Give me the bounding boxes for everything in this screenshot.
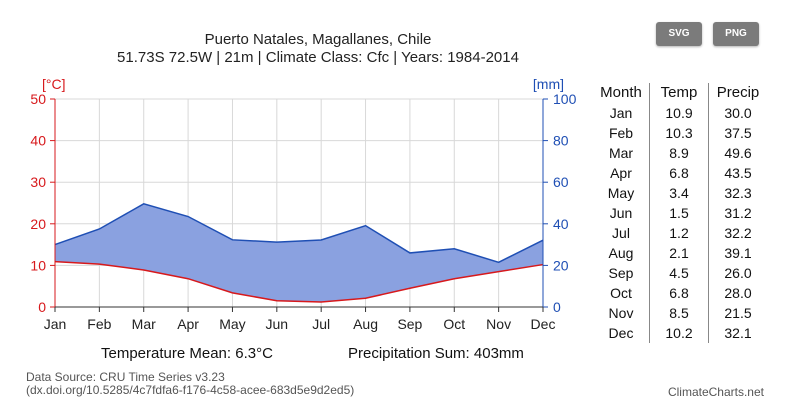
month-cell: Jul bbox=[593, 223, 650, 243]
month-cell: Feb bbox=[593, 123, 650, 143]
temperature-mean: Temperature Mean: 6.3°C bbox=[101, 345, 273, 362]
table-row: Dec 10.2 32.1 bbox=[593, 323, 767, 343]
month-cell: Jun bbox=[593, 203, 650, 223]
axes bbox=[50, 98, 548, 312]
right-axis-unit-label: [mm] bbox=[533, 76, 564, 92]
left-tick-label: 30 bbox=[30, 174, 46, 190]
precip-cell: 49.6 bbox=[724, 145, 752, 161]
export-png-button[interactable]: PNG bbox=[713, 22, 759, 46]
x-tick-label: Apr bbox=[177, 316, 199, 332]
climate-table: Month Temp Precip Jan 10.9 30.0 Feb 10.3 37.5… bbox=[593, 83, 767, 343]
x-tick-label: May bbox=[219, 316, 245, 332]
left-axis-unit-label: [°C] bbox=[42, 76, 66, 92]
temp-cell: 10.2 bbox=[649, 323, 709, 343]
table-row: Oct 6.8 28.0 bbox=[593, 283, 767, 303]
header-temp: Temp bbox=[649, 83, 709, 103]
chart-subtitle: 51.73S 72.5W | 21m | Climate Class: Cfc … bbox=[117, 49, 519, 66]
month-cell: Sep bbox=[593, 263, 650, 283]
precip-cell: 28.0 bbox=[724, 285, 752, 301]
temp-cell: 3.4 bbox=[649, 183, 709, 203]
left-tick-label: 0 bbox=[38, 299, 46, 315]
x-tick-label: Jun bbox=[266, 316, 289, 332]
x-tick-label: Oct bbox=[443, 316, 465, 332]
precip-cell: 31.2 bbox=[724, 205, 752, 221]
temp-cell: 1.5 bbox=[649, 203, 709, 223]
month-cell: Nov bbox=[593, 303, 650, 323]
table-row: Jun 1.5 31.2 bbox=[593, 203, 767, 223]
right-tick-label: 100 bbox=[553, 91, 577, 107]
table-row: Jul 1.2 32.2 bbox=[593, 223, 767, 243]
export-svg-button[interactable]: SVG bbox=[656, 22, 702, 46]
month-cell: Apr bbox=[593, 163, 650, 183]
data-source: Data Source: CRU Time Series v3.23 bbox=[26, 370, 225, 384]
temp-cell: 10.3 bbox=[649, 123, 709, 143]
precip-cell: 30.0 bbox=[724, 105, 752, 121]
precipitation-sum: Precipitation Sum: 403mm bbox=[348, 345, 524, 362]
precip-cell: 21.5 bbox=[724, 305, 752, 321]
precip-cell: 43.5 bbox=[724, 165, 752, 181]
header-month: Month bbox=[593, 83, 650, 103]
month-cell: Mar bbox=[593, 143, 650, 163]
temp-cell: 2.1 bbox=[649, 243, 709, 263]
precip-temp-fill-area bbox=[55, 203, 543, 303]
header-precip: Precip bbox=[716, 84, 760, 101]
precipitation-line bbox=[54, 203, 544, 264]
precip-cell: 32.2 bbox=[724, 225, 752, 241]
x-tick-label: Sep bbox=[397, 316, 422, 332]
right-tick-label: 0 bbox=[553, 299, 561, 315]
x-tick-label: Aug bbox=[353, 316, 378, 332]
table-row: Mar 8.9 49.6 bbox=[593, 143, 767, 163]
table-row: Sep 4.5 26.0 bbox=[593, 263, 767, 283]
x-tick-label: Feb bbox=[87, 316, 111, 332]
x-tick-label: Jan bbox=[44, 316, 67, 332]
x-tick-label: Dec bbox=[531, 316, 556, 332]
precip-cell: 32.1 bbox=[724, 325, 752, 341]
right-tick-label: 20 bbox=[553, 257, 569, 273]
x-tick-label: Nov bbox=[486, 316, 511, 332]
left-tick-label: 10 bbox=[30, 257, 46, 273]
temp-cell: 4.5 bbox=[649, 263, 709, 283]
month-cell: Oct bbox=[593, 283, 650, 303]
left-tick-label: 40 bbox=[30, 133, 46, 149]
table-row: May 3.4 32.3 bbox=[593, 183, 767, 203]
x-tick-label: Jul bbox=[312, 316, 330, 332]
right-tick-label: 60 bbox=[553, 174, 569, 190]
data-source-doi[interactable]: (dx.doi.org/10.5285/4c7fdfa6-f176-4c58-a… bbox=[26, 383, 355, 397]
temp-cell: 1.2 bbox=[649, 223, 709, 243]
table-row: Jan 10.9 30.0 bbox=[593, 103, 767, 123]
table-header-row: Month Temp Precip bbox=[593, 83, 767, 103]
left-tick-label: 20 bbox=[30, 216, 46, 232]
x-tick-label: Mar bbox=[132, 316, 156, 332]
table-row: Nov 8.5 21.5 bbox=[593, 303, 767, 323]
table-row: Aug 2.1 39.1 bbox=[593, 243, 767, 263]
temperature-line bbox=[54, 260, 544, 303]
month-cell: May bbox=[593, 183, 650, 203]
table-row: Feb 10.3 37.5 bbox=[593, 123, 767, 143]
month-cell: Jan bbox=[593, 103, 650, 123]
precip-cell: 32.3 bbox=[724, 185, 752, 201]
temp-cell: 10.9 bbox=[649, 103, 709, 123]
chart-title: Puerto Natales, Magallanes, Chile bbox=[204, 31, 432, 48]
temp-cell: 6.8 bbox=[649, 283, 709, 303]
precip-cell: 39.1 bbox=[724, 245, 752, 261]
left-tick-label: 50 bbox=[30, 91, 46, 107]
right-tick-label: 40 bbox=[553, 216, 569, 232]
right-tick-label: 80 bbox=[553, 133, 569, 149]
month-cell: Dec bbox=[593, 323, 650, 343]
axis-labels: 0 10 20 30 40 50 0 20 40 60 80 100 Jan Feb Mar Apr May Ju… bbox=[30, 76, 576, 332]
table-row: Apr 6.8 43.5 bbox=[593, 163, 767, 183]
site-link[interactable]: ClimateCharts.net bbox=[667, 385, 764, 399]
month-cell: Aug bbox=[593, 243, 650, 263]
precip-cell: 37.5 bbox=[724, 125, 752, 141]
temp-cell: 8.9 bbox=[649, 143, 709, 163]
temp-cell: 6.8 bbox=[649, 163, 709, 183]
precip-cell: 26.0 bbox=[724, 265, 752, 281]
temp-cell: 8.5 bbox=[649, 303, 709, 323]
